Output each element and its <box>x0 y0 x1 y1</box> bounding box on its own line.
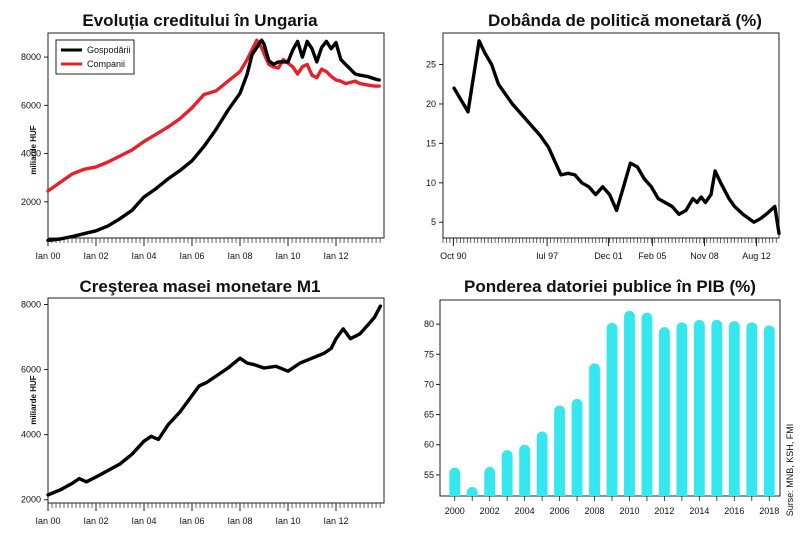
x-tick-label: 2018 <box>759 506 779 516</box>
y-tick-label: 8000 <box>21 300 41 310</box>
legend-label-gospodarii: Gospodării <box>87 45 131 55</box>
chart-title-credit: Evoluția creditului în Ungaria <box>82 11 318 30</box>
bar-2008 <box>589 363 600 496</box>
panel-credit: Evoluția creditului în Ungaria miliarde … <box>21 11 385 261</box>
series-line <box>452 39 781 235</box>
x-tick-label: 2014 <box>689 506 709 516</box>
bar-2007 <box>571 398 583 496</box>
plot-frame-m1 <box>47 297 385 504</box>
y-tick-label: 55 <box>424 470 434 480</box>
y-tick-label: 20 <box>426 99 436 109</box>
x-tick-label: Aug 12 <box>742 251 771 261</box>
x-tick-label: 2006 <box>550 506 570 516</box>
x-tick-label: Feb 05 <box>638 251 666 261</box>
bar-2005 <box>536 431 548 496</box>
x-tick-label: Ian 04 <box>131 516 156 526</box>
x-tick-label: Ian 12 <box>323 516 348 526</box>
x-tick-label: Nov 08 <box>690 251 719 261</box>
series-line-companii <box>46 38 381 193</box>
x-tick-label: Ian 02 <box>83 251 108 261</box>
legend-box <box>55 39 135 75</box>
legend-credit: Gospodării Companii <box>55 39 135 75</box>
x-tick-label: 2010 <box>619 506 639 516</box>
y-tick-label: 80 <box>424 319 434 329</box>
x-tick-label: 2008 <box>585 506 605 516</box>
chart-title-policy-rate: Dobânda de politică monetară (%) <box>488 11 762 30</box>
x-tick-label: Ian 00 <box>35 516 60 526</box>
x-tick-label: 2004 <box>515 506 535 516</box>
x-tick-label: 2016 <box>724 506 744 516</box>
bar-2003 <box>501 450 513 496</box>
bar-2012 <box>659 327 670 496</box>
x-tick-label: Ian 08 <box>227 251 252 261</box>
panel-policy-rate: Dobânda de politică monetară (%) 5 10 15 20… <box>426 11 781 261</box>
chart-title-public-debt: Ponderea datoriei publice în PIB (%) <box>464 277 756 296</box>
x-tick-label: Dec 01 <box>594 251 623 261</box>
x-tick-label: 2012 <box>654 506 674 516</box>
y-tick-label: 4000 <box>21 430 41 440</box>
series-line-gospod-rii <box>46 38 381 243</box>
x-tick-label: Oct 90 <box>440 251 467 261</box>
y-tick-label: 75 <box>424 349 434 359</box>
y-tick-label: 10 <box>426 178 436 188</box>
bar-2002 <box>484 467 496 496</box>
bar-2013 <box>676 322 688 496</box>
y-tick-label: 6000 <box>21 365 41 375</box>
bar-2016 <box>728 321 740 496</box>
bar-2001 <box>466 486 478 496</box>
bar-2014 <box>693 319 705 496</box>
y-tick-label: 6000 <box>21 100 41 110</box>
y-axis-title-credit: miliarde HUF <box>29 125 38 174</box>
bar-2015 <box>711 319 723 496</box>
legend-label-companii: Companii <box>87 59 125 69</box>
panel-m1: Creşterea masei monetare M1 miliarde HUF… <box>21 277 385 526</box>
x-tick-label: Ian 10 <box>275 516 300 526</box>
y-tick-label: 2000 <box>21 495 41 505</box>
x-tick-label: Ian 08 <box>227 516 252 526</box>
y-tick-label: 60 <box>424 440 434 450</box>
x-tick-label: Ian 06 <box>179 516 204 526</box>
bar-2017 <box>746 322 758 496</box>
y-tick-label: 4000 <box>21 149 41 159</box>
x-tick-label: 2000 <box>445 506 465 516</box>
x-tick-label: Ian 06 <box>179 251 204 261</box>
y-tick-label: 25 <box>426 60 436 70</box>
chart-title-m1: Creşterea masei monetare M1 <box>80 277 321 296</box>
bar-2018 <box>763 325 775 496</box>
bar-2009 <box>606 322 618 496</box>
x-tick-label: Ian 10 <box>275 251 300 261</box>
bar-2000 <box>449 467 461 496</box>
source-note: Surse: MNB, KSH, FMI <box>785 424 795 517</box>
y-tick-label: 70 <box>424 379 434 389</box>
y-tick-label: 5 <box>431 217 436 227</box>
x-tick-label: Iul 97 <box>536 251 558 261</box>
series-line-m1 <box>46 304 383 497</box>
x-tick-label: 2002 <box>480 506 500 516</box>
y-axis-title-m1: miliarde HUF <box>29 375 38 424</box>
y-tick-label: 8000 <box>21 52 41 62</box>
x-tick-label: Ian 04 <box>131 251 156 261</box>
y-tick-label: 65 <box>424 410 434 420</box>
panel-public-debt: Ponderea datoriei publice în PIB (%) 55 6… <box>424 277 781 516</box>
plot-frame-policy-rate <box>442 32 780 239</box>
x-tick-label: Ian 12 <box>323 251 348 261</box>
x-tick-label: Ian 00 <box>35 251 60 261</box>
x-tick-label: Ian 02 <box>83 516 108 526</box>
bar-2004 <box>519 444 531 496</box>
bar-2011 <box>641 312 653 496</box>
bar-2006 <box>554 405 565 496</box>
y-tick-label: 2000 <box>21 197 41 207</box>
y-tick-label: 15 <box>426 138 436 148</box>
bar-2010 <box>624 310 635 496</box>
